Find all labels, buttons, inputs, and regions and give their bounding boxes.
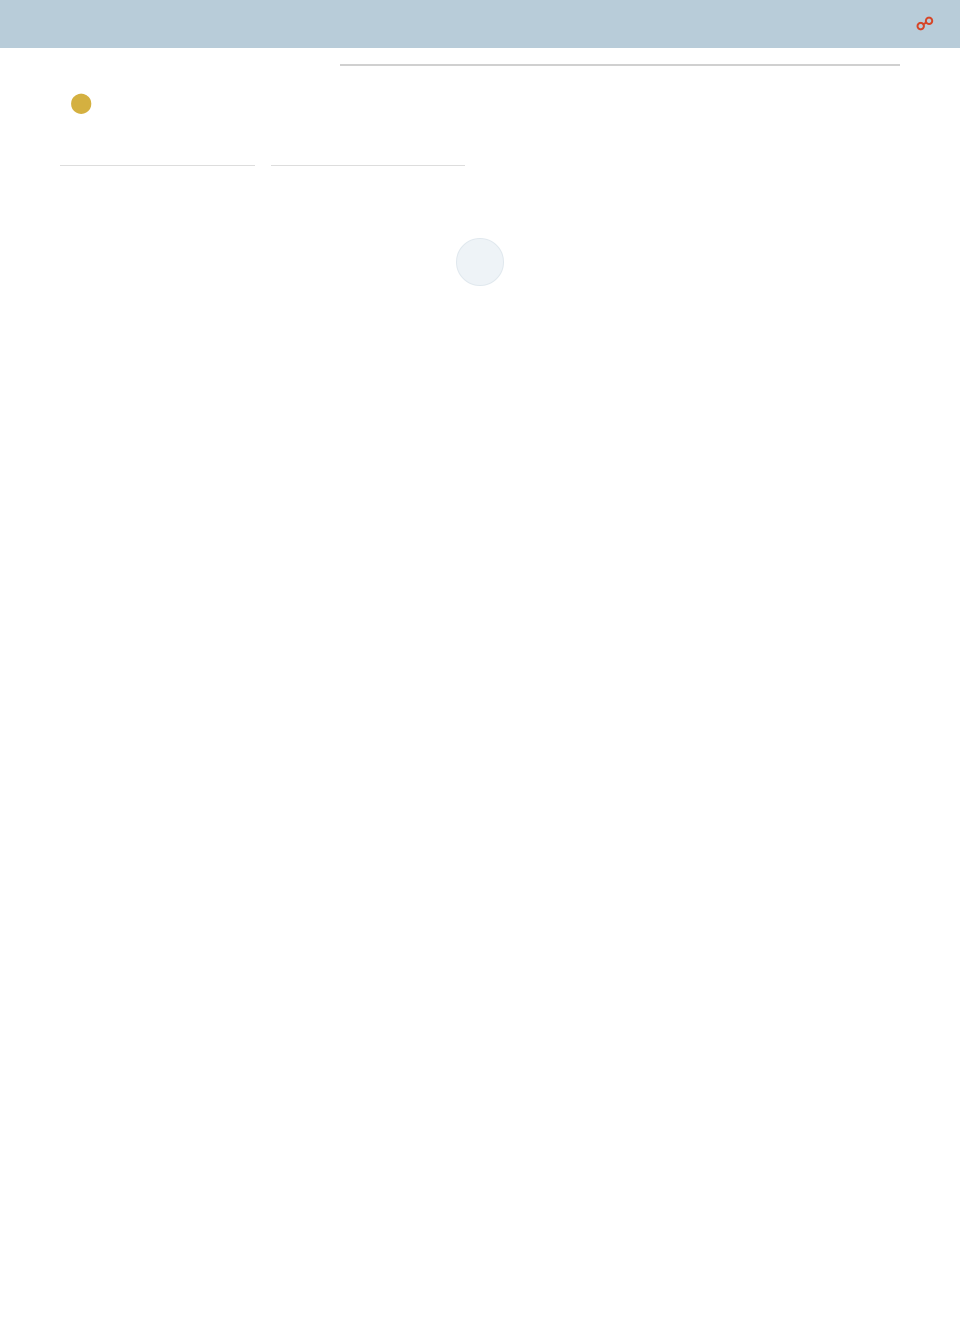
page-title: ⬤ (60, 90, 900, 115)
sold-table (271, 157, 466, 166)
col-header (271, 157, 368, 166)
right-column (495, 143, 900, 188)
bought-table (60, 157, 255, 166)
col-header (368, 157, 465, 166)
coin-icon: ⬤ (70, 90, 92, 115)
page-number-wrap (0, 238, 960, 291)
header-bar: ☍ (0, 0, 960, 48)
metrics-box (340, 64, 900, 66)
logo: ☍ (916, 14, 940, 35)
col-header (157, 157, 254, 166)
col-header (60, 157, 157, 166)
left-column (60, 143, 465, 188)
page-number (456, 238, 504, 286)
logo-icon: ☍ (916, 14, 934, 35)
